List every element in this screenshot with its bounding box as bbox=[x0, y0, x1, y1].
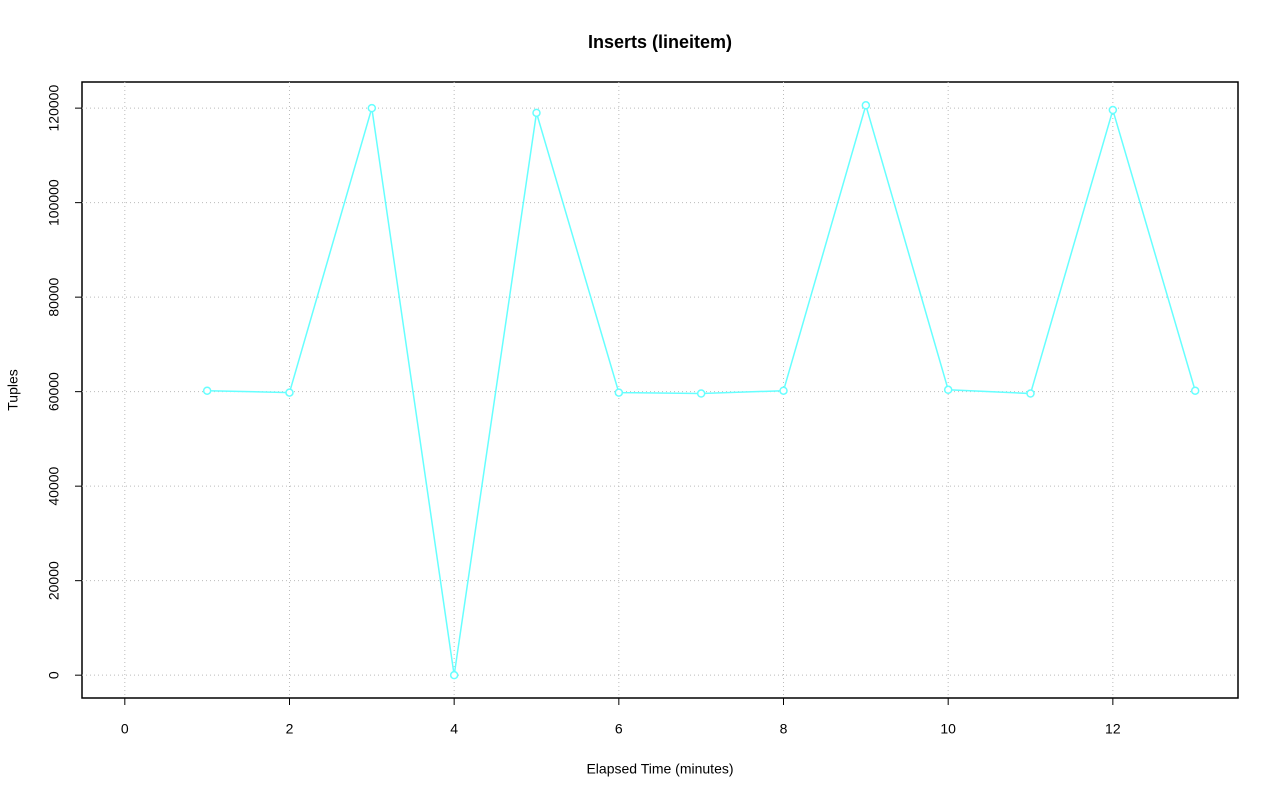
x-tick-label: 10 bbox=[940, 721, 956, 737]
point bbox=[202, 386, 212, 395]
y-tick-label: 0 bbox=[46, 671, 62, 679]
chart-title: Inserts (lineitem) bbox=[588, 32, 732, 52]
y-tick-label: 20000 bbox=[46, 561, 62, 600]
point bbox=[1190, 386, 1200, 395]
y-tick-label: 120000 bbox=[46, 85, 62, 132]
y-axis-title: Tuples bbox=[5, 369, 21, 411]
x-tick-label: 6 bbox=[615, 721, 623, 737]
point bbox=[943, 385, 953, 395]
point bbox=[1108, 105, 1118, 115]
x-axis-title: Elapsed Time (minutes) bbox=[586, 761, 733, 777]
point bbox=[449, 670, 459, 680]
y-tick-label: 100000 bbox=[46, 179, 62, 226]
point bbox=[367, 103, 377, 113]
point bbox=[532, 108, 541, 118]
x-tick-label: 8 bbox=[780, 721, 788, 737]
plot-frame bbox=[81, 81, 1239, 699]
point bbox=[779, 386, 788, 395]
point bbox=[861, 101, 871, 110]
y-tick-label: 40000 bbox=[46, 466, 62, 505]
x-tick-label: 4 bbox=[450, 721, 458, 737]
point bbox=[614, 388, 624, 397]
y-tick-label: 80000 bbox=[46, 277, 62, 316]
x-tick-label: 0 bbox=[121, 721, 129, 737]
x-tick-label: 2 bbox=[286, 721, 294, 737]
point bbox=[285, 388, 294, 397]
y-tick-label: 60000 bbox=[46, 372, 62, 411]
point bbox=[1026, 389, 1035, 398]
point bbox=[696, 389, 706, 398]
x-tick-label: 12 bbox=[1105, 721, 1121, 737]
